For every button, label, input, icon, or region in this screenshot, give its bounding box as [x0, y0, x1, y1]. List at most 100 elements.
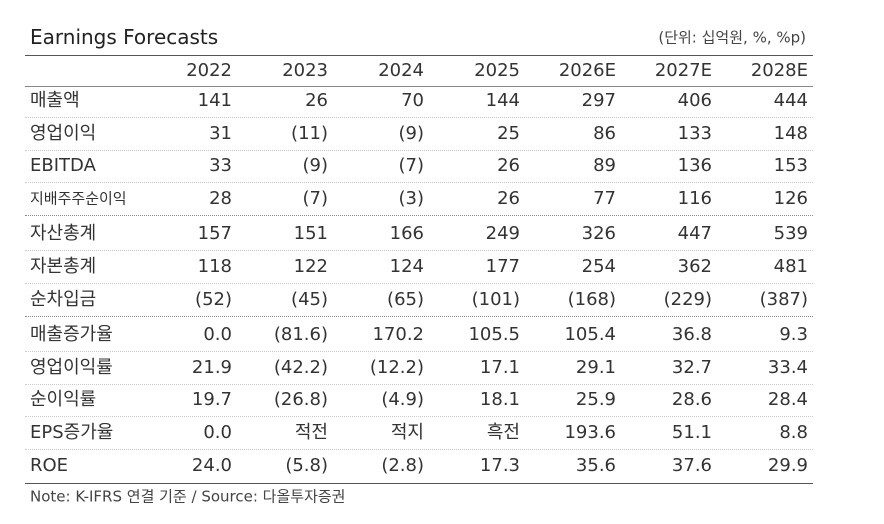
cell: 17.3 [479, 454, 520, 476]
cell: 105.5 [468, 324, 520, 346]
cell: (5.8) [285, 454, 328, 476]
cell: (52) [195, 288, 232, 310]
cell: 539 [773, 223, 808, 245]
cell: 25 [497, 122, 520, 144]
row-label: 영업이익 [30, 122, 97, 144]
cell: 36.8 [671, 324, 712, 346]
cell: 249 [485, 223, 520, 245]
cell: (101) [471, 288, 520, 310]
cell: 447 [677, 223, 712, 245]
row-label: EPS증가율 [30, 422, 114, 443]
row-label: ROE [30, 454, 69, 476]
cell: 0.0 [203, 422, 232, 443]
cell: 122 [293, 256, 328, 277]
cell: 24.0 [191, 454, 232, 476]
cell: (3) [398, 187, 425, 209]
row-rule [25, 250, 813, 252]
row-label: 자본총계 [30, 256, 97, 277]
column-header: 2025 [474, 60, 520, 81]
cell: 124 [389, 256, 424, 277]
column-header: 2023 [282, 60, 328, 81]
cell: 105.4 [564, 324, 616, 346]
row-rule [25, 283, 813, 284]
cell: (387) [759, 288, 808, 310]
cell: 148 [773, 122, 808, 144]
cell: 26 [305, 90, 328, 111]
cell: 170.2 [372, 324, 424, 346]
cell: 116 [677, 187, 712, 209]
cell: 흑전 [486, 422, 520, 443]
group-rule [25, 215, 813, 217]
row-rule [25, 383, 813, 385]
cell: (168) [567, 288, 616, 310]
row-rule [25, 416, 813, 418]
cell: 33 [209, 155, 232, 177]
cell: 126 [773, 187, 808, 209]
cell: (229) [663, 288, 712, 310]
unit-note: (단위: 십억원, %, %p) [658, 28, 806, 47]
cell: 362 [677, 256, 712, 277]
cell: 144 [485, 90, 520, 111]
cell: 51.1 [671, 422, 712, 443]
cell: 70 [401, 90, 424, 111]
group-rule [25, 316, 813, 318]
cell: 118 [197, 256, 232, 277]
cell: 26 [497, 187, 520, 209]
cell: 481 [773, 256, 808, 277]
cell: 적전 [294, 422, 328, 443]
cell: 적지 [390, 422, 424, 443]
column-header: 2027E [654, 60, 712, 81]
cell: (2.8) [381, 454, 424, 476]
cell: 9.3 [779, 324, 808, 346]
column-header: 2022 [186, 60, 232, 81]
cell: (7) [398, 155, 425, 177]
cell: 19.7 [191, 389, 232, 411]
cell: (45) [291, 288, 328, 310]
cell: 31 [209, 122, 232, 144]
cell: 8.8 [779, 422, 808, 443]
cell: 193.6 [564, 422, 616, 443]
cell: (81.6) [273, 324, 328, 346]
cell: 89 [593, 155, 616, 177]
cell: 29.1 [575, 356, 616, 378]
cell: 33.4 [767, 356, 808, 378]
cell: 166 [389, 223, 424, 245]
row-rule [25, 182, 813, 184]
cell: 444 [773, 90, 808, 111]
cell: 17.1 [479, 356, 520, 378]
cell: 86 [593, 122, 616, 144]
cell: 326 [581, 223, 616, 245]
cell: 141 [197, 90, 232, 111]
column-header: 2028E [750, 60, 808, 81]
row-label: 매출증가율 [30, 324, 113, 346]
rule [25, 55, 813, 56]
cell: 28 [209, 187, 232, 209]
row-label: 순이익률 [30, 389, 97, 411]
cell: (42.2) [273, 356, 328, 378]
cell: 32.7 [671, 356, 712, 378]
rule [25, 86, 813, 87]
cell: 77 [593, 187, 616, 209]
cell: (9) [398, 122, 425, 144]
title: Earnings Forecasts [30, 25, 219, 49]
row-rule [25, 117, 813, 118]
row-label: EBITDA [30, 155, 96, 177]
cell: 21.9 [191, 356, 232, 378]
row-rule [25, 449, 813, 450]
row-label: 영업이익률 [30, 356, 113, 378]
cell: 136 [677, 155, 712, 177]
cell: (9) [302, 155, 329, 177]
cell: 0.0 [203, 324, 232, 346]
cell: 157 [197, 223, 232, 245]
row-label: 순차입금 [30, 288, 97, 310]
cell: 18.1 [479, 389, 520, 411]
cell: 25.9 [575, 389, 616, 411]
row-label: 매출액 [30, 90, 80, 111]
cell: 133 [677, 122, 712, 144]
cell: 29.9 [767, 454, 808, 476]
cell: (7) [302, 187, 329, 209]
cell: 254 [581, 256, 616, 277]
cell: 151 [293, 223, 328, 245]
cell: (11) [291, 122, 328, 144]
